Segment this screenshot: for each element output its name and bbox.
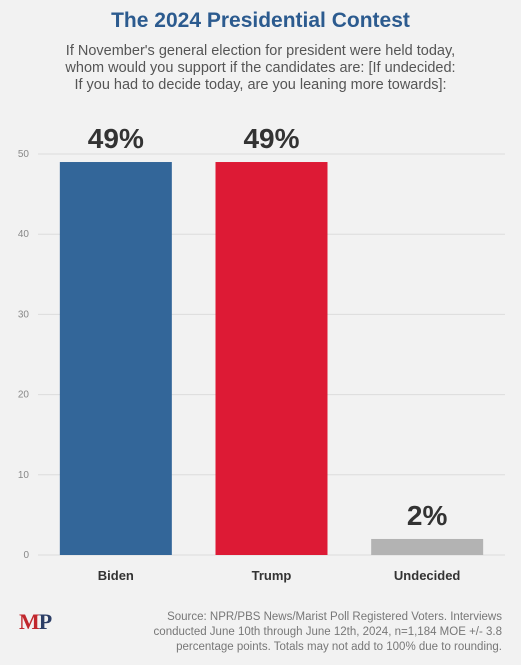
y-tick-label: 10: [18, 470, 30, 481]
logo-letter-p: P: [38, 609, 52, 634]
source-line: Source: NPR/PBS News/Marist Poll Registe…: [167, 611, 502, 623]
y-tick-label: 40: [18, 229, 30, 240]
logo-letter-m: M: [19, 609, 40, 634]
y-tick-label: 50: [18, 149, 30, 160]
marist-poll-logo: MP: [19, 609, 52, 635]
subtitle-line: whom would you support if the candidates…: [65, 60, 456, 76]
y-tick-label: 0: [23, 550, 29, 561]
bar-biden: [59, 162, 172, 555]
x-tick-label: Biden: [98, 568, 134, 583]
y-tick-label: 20: [18, 390, 30, 401]
subtitle-line: If November's general election for presi…: [65, 43, 456, 59]
source-line: conducted June 10th through June 12th, 2…: [153, 626, 502, 638]
data-label: 2%: [407, 500, 448, 531]
chart-title: The 2024 Presidential Contest: [111, 9, 410, 32]
y-tick-label: 30: [18, 309, 30, 320]
data-label: 49%: [243, 123, 299, 154]
bar-undecided: [371, 538, 484, 555]
source-note: Source: NPR/PBS News/Marist Poll Registe…: [112, 610, 502, 655]
subtitle-line: If you had to decide today, are you lean…: [74, 77, 447, 93]
data-label: 49%: [88, 123, 144, 154]
bar-trump: [215, 162, 328, 555]
x-tick-label: Undecided: [394, 568, 461, 583]
x-tick-label: Trump: [252, 568, 292, 583]
chart-subtitle: If November's general election for presi…: [20, 43, 501, 94]
source-line: percentage points. Totals may not add to…: [176, 641, 502, 653]
